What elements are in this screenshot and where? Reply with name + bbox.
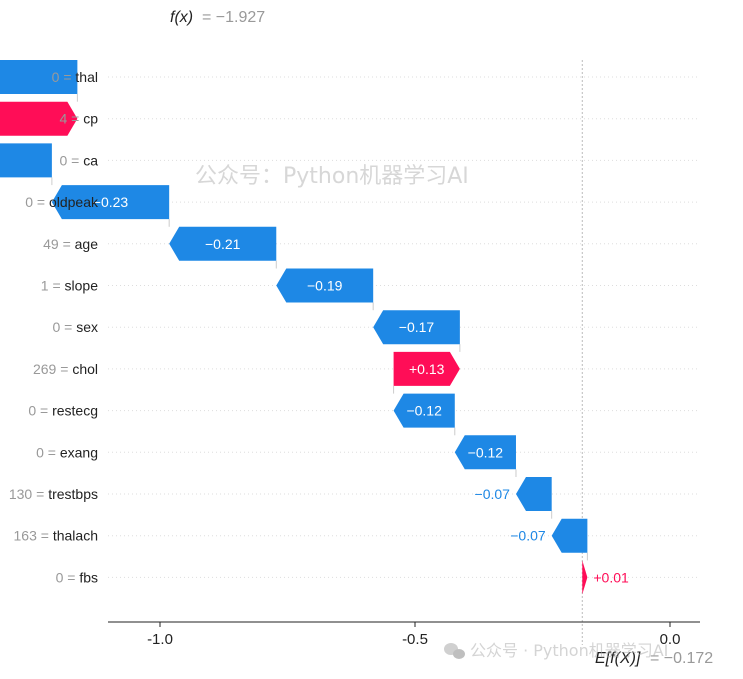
x-tick-label: 0.0 [660,631,681,648]
expected-value-annotation: E[f(X)] = −0.172 [595,650,713,667]
ex-value: = −0.172 [650,650,713,667]
feature-name: slope [65,278,99,294]
feature-name: chol [72,361,98,377]
feature-name: exang [60,444,98,460]
feature-name: cp [83,111,98,127]
feature-label-exang: 0 = exang [36,444,98,460]
feature-value: 0 = [28,403,52,419]
feature-value: 0 = [59,152,83,168]
bar-label-exang: −0.12 [468,444,504,460]
bar-fbs [582,560,588,595]
fx-annotation: f(x) = −1.927 [170,9,265,26]
feature-label-oldpeak: 0 = oldpeak [25,194,99,210]
contribution-bars: −0.77+0.57−0.52−0.23−0.21−0.19−0.17+0.13… [0,60,629,595]
bar-label-restecg: −0.12 [406,403,442,419]
bar-oldpeak [51,185,170,220]
bar-age [169,226,277,261]
watermark-bottom-text: 公众号 · Python机器学习AI [470,641,668,660]
feature-label-cp: 4 = cp [59,111,98,127]
bar-label-oldpeak: −0.23 [93,194,129,210]
bar-trestbps [515,477,552,511]
feature-name: thalach [53,528,98,544]
bar-label-age: −0.21 [205,236,241,252]
feature-value: 1 = [41,278,65,294]
bar-restecg [393,393,455,428]
watermark: 公众号：Python机器学习AI 公众号 · Python机器学习AI [195,164,668,660]
bar-thalach [551,518,588,553]
feature-label-slope: 1 = slope [41,278,98,294]
feature-label-trestbps: 130 = trestbps [9,486,98,502]
x-tick-label: -1.0 [147,631,173,648]
feature-label-thalach: 163 = thalach [14,528,98,544]
x-tick-label: -0.5 [402,631,428,648]
bar-chol [393,351,460,386]
fx-value: = −1.927 [202,9,265,26]
feature-value: 163 = [14,528,53,544]
feature-label-sex: 0 = sex [52,319,98,335]
ex-label: E[f(X)] [595,650,641,667]
feature-name: age [75,236,99,252]
wechat-icon [444,643,465,659]
feature-value: 0 = [36,444,60,460]
bar-label-thalach: −0.07 [510,528,546,544]
bar-exang [454,435,516,470]
row-gridlines [51,76,700,578]
feature-label-fbs: 0 = fbs [56,569,98,585]
bar-label-trestbps: −0.07 [475,486,511,502]
bar-slope [276,268,374,303]
reference-lines [581,60,583,645]
bar-ca [0,143,52,178]
feature-value: 130 = [9,486,48,502]
fx-label: f(x) [170,9,193,26]
watermark-center-text: 公众号：Python机器学习AI [195,164,469,189]
bar-label-fbs: +0.01 [593,569,629,585]
feature-name: thal [75,69,98,85]
feature-label-chol: 269 = chol [33,361,98,377]
feature-value: 0 = [52,69,76,85]
feature-name: ca [83,152,98,168]
feature-name: oldpeak [49,194,99,210]
feature-name: fbs [79,569,98,585]
feature-name: sex [76,319,98,335]
feature-label-ca: 0 = ca [59,152,98,168]
feature-label-age: 49 = age [43,236,98,252]
feature-name: restecg [52,403,98,419]
feature-value: 0 = [52,319,76,335]
bar-thal [0,60,78,94]
bar-label-slope: −0.19 [307,278,343,294]
bar-label-sex: −0.17 [399,319,435,335]
bar-label-chol: +0.13 [409,361,445,377]
bar-cp [0,101,78,136]
feature-value: 269 = [33,361,72,377]
feature-value: 0 = [56,569,80,585]
x-axis: -2.0-1.5-1.0-0.50.0 [108,621,700,648]
feature-value: 0 = [25,194,49,210]
feature-value: 4 = [59,111,83,127]
feature-label-restecg: 0 = restecg [28,403,98,419]
feature-value: 49 = [43,236,75,252]
bar-sex [373,310,460,345]
feature-label-thal: 0 = thal [52,69,98,85]
feature-name: trestbps [48,486,98,502]
